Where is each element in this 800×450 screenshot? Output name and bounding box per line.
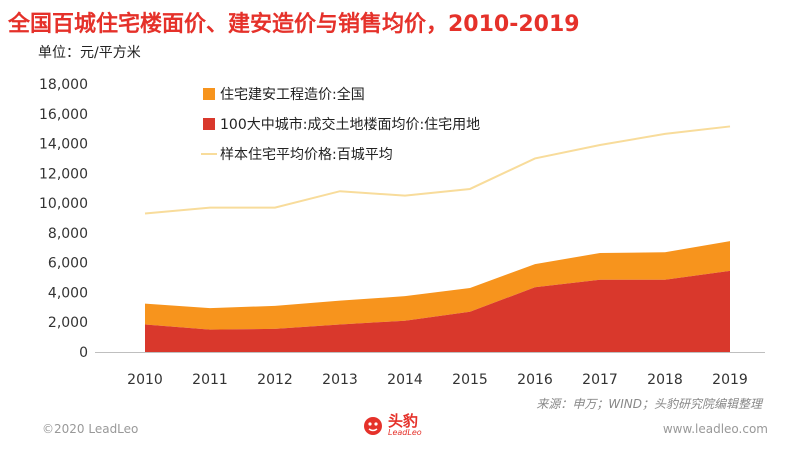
construction-cost-area bbox=[145, 241, 730, 330]
y-tick-label: 12,000 bbox=[39, 166, 88, 182]
website-link[interactable]: www.leadleo.com bbox=[662, 422, 768, 436]
average-price-line bbox=[144, 125, 731, 215]
x-axis: 2010 2011 2012 2013 2014 2015 2016 2017 2018 2019 bbox=[95, 352, 765, 388]
source-note: 来源：申万；WIND；头豹研究院编辑整理 bbox=[536, 397, 762, 411]
x-tick-label: 2015 bbox=[452, 372, 488, 388]
x-tick-label: 2012 bbox=[257, 372, 293, 388]
chart-areas bbox=[144, 125, 731, 352]
x-tick-label: 2019 bbox=[712, 372, 748, 388]
y-tick-label: 14,000 bbox=[39, 137, 88, 153]
legend-label: 100大中城市:成交土地楼面均价:住宅用地 bbox=[220, 116, 480, 133]
y-tick-label: 10,000 bbox=[39, 196, 88, 212]
legend: 住宅建安工程造价:全国 100大中城市:成交土地楼面均价:住宅用地样本住宅平均价格… bbox=[201, 86, 480, 163]
y-tick-label: 0 bbox=[79, 345, 88, 361]
leopard-icon bbox=[364, 416, 382, 435]
logo-subtext: LeadLeo bbox=[388, 428, 422, 437]
x-tick-label: 2018 bbox=[647, 372, 683, 388]
y-tick-label: 6,000 bbox=[48, 256, 88, 272]
y-tick-label: 4,000 bbox=[48, 285, 88, 301]
leadleo-logo: 头豹 LeadLeo bbox=[362, 414, 422, 437]
legend-label: 住宅建安工程造价:全国 bbox=[220, 86, 365, 103]
legend-swatch bbox=[203, 118, 215, 130]
unit-label: 单位：元/平方米 bbox=[38, 45, 141, 61]
x-tick-label: 2014 bbox=[387, 372, 423, 388]
y-axis: 0 2,000 4,000 6,000 8,000 10,000 12,000 14,000 1… bbox=[39, 77, 88, 361]
land-price-area bbox=[145, 270, 730, 352]
logo-text: 头豹 bbox=[388, 412, 419, 430]
legend-swatch bbox=[203, 88, 215, 100]
x-tick-label: 2013 bbox=[322, 372, 358, 388]
legend-label: 样本住宅平均价格:百城平均 bbox=[220, 147, 393, 163]
chart-title: 全国百城住宅楼面价、建安造价与销售均价，2010-2019 bbox=[8, 12, 580, 37]
x-tick-label: 2011 bbox=[192, 372, 228, 388]
x-tick-label: 2010 bbox=[127, 372, 163, 388]
x-tick-label: 2016 bbox=[517, 372, 553, 388]
y-tick-label: 2,000 bbox=[48, 315, 88, 331]
copyright-text: ©2020 LeadLeo bbox=[42, 422, 139, 436]
y-tick-label: 8,000 bbox=[48, 226, 88, 242]
y-tick-label: 16,000 bbox=[39, 107, 88, 123]
x-tick-label: 2017 bbox=[582, 372, 618, 388]
y-tick-label: 18,000 bbox=[39, 77, 88, 93]
